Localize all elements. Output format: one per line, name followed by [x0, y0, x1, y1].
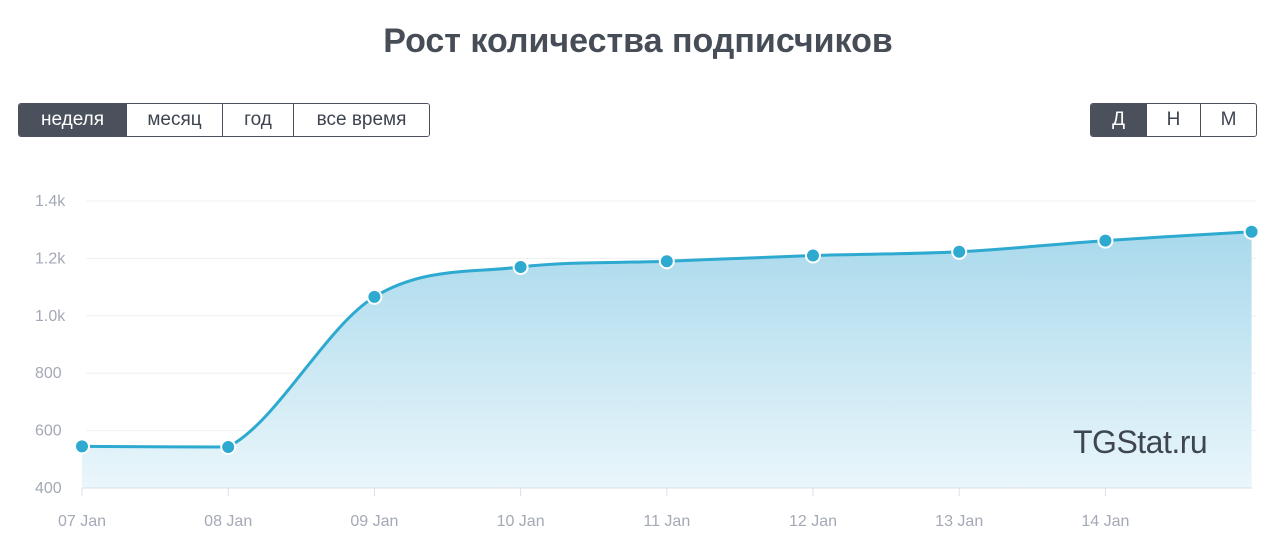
x-tick-label: 09 Jan — [350, 513, 398, 530]
y-tick-label: 1.0k — [35, 308, 66, 325]
x-tick-label: 07 Jan — [58, 513, 106, 530]
y-tick-label: 800 — [35, 365, 62, 382]
data-point — [1097, 232, 1114, 249]
x-tick-label: 11 Jan — [643, 513, 690, 530]
y-tick-label: 600 — [35, 423, 62, 440]
watermark: TGStat.ru — [1073, 424, 1208, 460]
range-all-time-button[interactable]: все время — [294, 104, 429, 136]
granularity-selector: Д Н М — [1090, 103, 1257, 137]
x-tick-label: 10 Jan — [497, 513, 545, 530]
page-title: Рост количества подписчиков — [383, 22, 893, 60]
chart-svg: 07 Jan 08 Jan 09 Jan 10 Jan 11 Jan 12 Jan 13 J… — [35, 193, 1260, 530]
x-tick-label: 14 Jan — [1081, 513, 1129, 530]
data-point — [512, 259, 529, 276]
y-tick-label: 400 — [35, 480, 62, 497]
range-month-button[interactable]: месяц — [127, 104, 223, 136]
range-year-button[interactable]: год — [223, 104, 294, 136]
x-tick-label: 08 Jan — [204, 513, 252, 530]
range-week-button[interactable]: неделя — [19, 104, 127, 136]
data-point — [658, 253, 675, 270]
granularity-day-button[interactable]: Д — [1091, 104, 1147, 136]
data-point — [951, 243, 968, 260]
subscribers-chart: 07 Jan 08 Jan 09 Jan 10 Jan 11 Jan 12 Jan 13 J… — [0, 160, 1280, 557]
granularity-month-button[interactable]: М — [1201, 104, 1256, 136]
data-point — [1243, 223, 1260, 240]
range-selector: неделя месяц год все время — [18, 103, 430, 137]
x-tick-label: 12 Jan — [789, 513, 837, 530]
data-point — [220, 438, 237, 455]
data-point — [74, 438, 90, 455]
area-fill — [82, 231, 1252, 489]
data-point — [366, 288, 383, 305]
granularity-week-button[interactable]: Н — [1147, 104, 1201, 136]
y-tick-label: 1.4k — [35, 193, 66, 210]
y-tick-label: 1.2k — [35, 250, 66, 267]
x-tick-label: 13 Jan — [935, 513, 983, 530]
data-point — [805, 247, 821, 264]
